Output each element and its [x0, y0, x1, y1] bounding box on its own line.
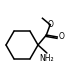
Text: O: O: [59, 32, 65, 41]
Text: NH₂: NH₂: [40, 54, 54, 63]
Text: O: O: [47, 20, 53, 29]
